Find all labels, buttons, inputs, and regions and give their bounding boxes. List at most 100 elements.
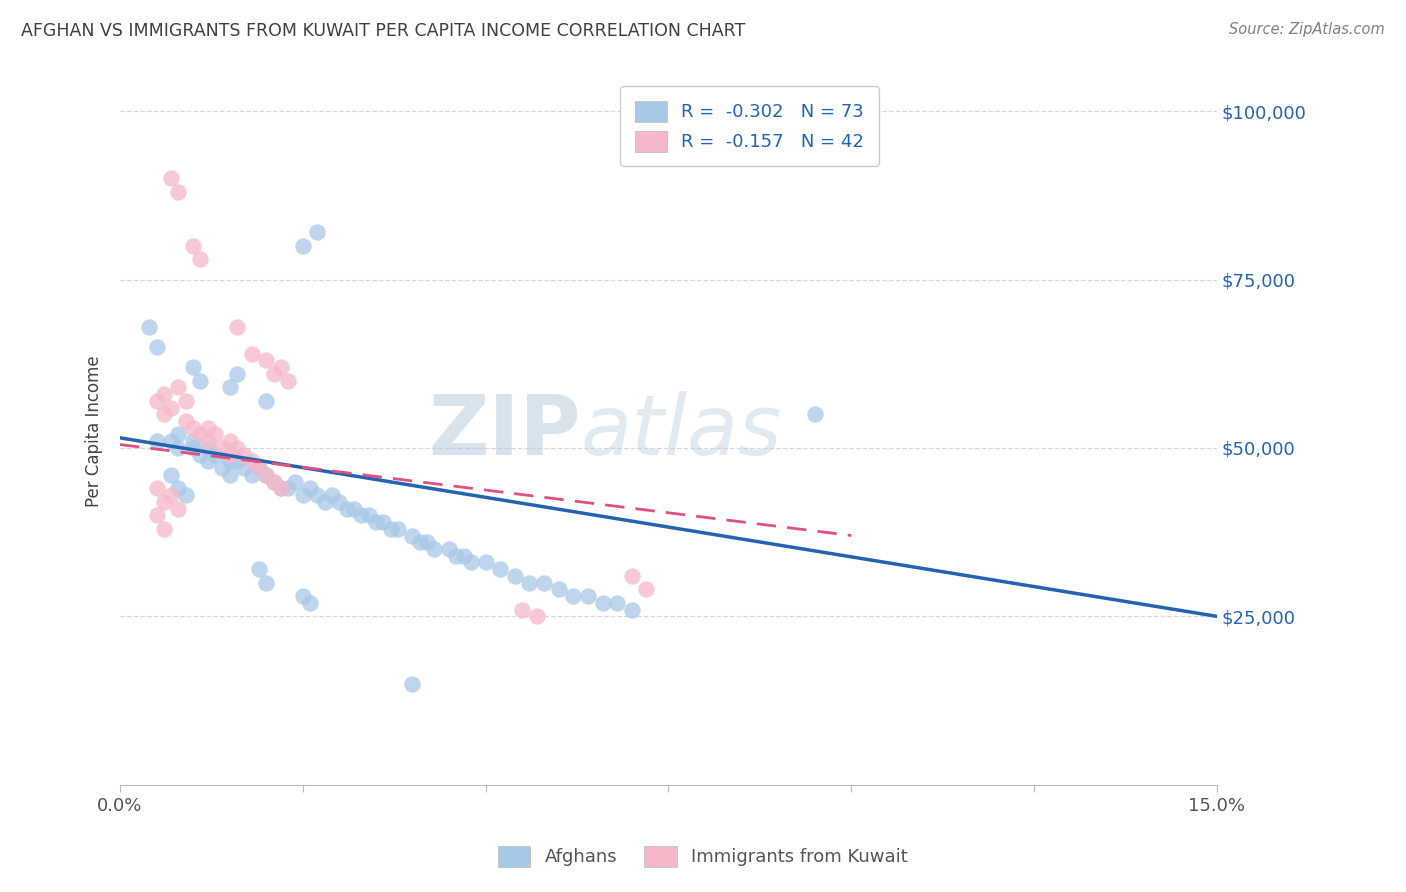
- Point: [364, 515, 387, 529]
- Point: [145, 508, 167, 523]
- Point: [373, 515, 395, 529]
- Point: [328, 495, 350, 509]
- Point: [401, 676, 423, 690]
- Point: [181, 434, 204, 449]
- Point: [211, 441, 233, 455]
- Point: [254, 393, 277, 408]
- Point: [174, 414, 197, 428]
- Point: [233, 448, 256, 462]
- Point: [181, 421, 204, 435]
- Point: [254, 575, 277, 590]
- Point: [321, 488, 343, 502]
- Point: [314, 495, 336, 509]
- Point: [437, 541, 460, 556]
- Point: [254, 467, 277, 482]
- Point: [343, 501, 366, 516]
- Point: [218, 380, 240, 394]
- Point: [460, 556, 482, 570]
- Point: [453, 549, 475, 563]
- Point: [284, 475, 307, 489]
- Legend: Afghans, Immigrants from Kuwait: Afghans, Immigrants from Kuwait: [489, 837, 917, 876]
- Point: [526, 609, 548, 624]
- Point: [181, 360, 204, 375]
- Point: [190, 374, 212, 388]
- Point: [409, 535, 432, 549]
- Point: [226, 454, 249, 468]
- Point: [167, 427, 190, 442]
- Point: [167, 380, 190, 394]
- Point: [226, 319, 249, 334]
- Point: [401, 528, 423, 542]
- Point: [299, 596, 322, 610]
- Point: [510, 602, 533, 616]
- Point: [489, 562, 512, 576]
- Point: [291, 488, 314, 502]
- Point: [254, 467, 277, 482]
- Point: [233, 461, 256, 475]
- Point: [416, 535, 439, 549]
- Point: [270, 481, 292, 495]
- Point: [153, 407, 176, 421]
- Point: [270, 360, 292, 375]
- Point: [277, 481, 299, 495]
- Point: [533, 575, 555, 590]
- Point: [226, 441, 249, 455]
- Text: AFGHAN VS IMMIGRANTS FROM KUWAIT PER CAPITA INCOME CORRELATION CHART: AFGHAN VS IMMIGRANTS FROM KUWAIT PER CAP…: [21, 22, 745, 40]
- Point: [190, 427, 212, 442]
- Point: [519, 575, 541, 590]
- Point: [263, 475, 285, 489]
- Point: [263, 475, 285, 489]
- Point: [350, 508, 373, 523]
- Point: [636, 582, 658, 597]
- Point: [138, 319, 160, 334]
- Point: [160, 434, 183, 449]
- Point: [153, 522, 176, 536]
- Point: [226, 367, 249, 381]
- Point: [153, 387, 176, 401]
- Point: [606, 596, 628, 610]
- Point: [446, 549, 468, 563]
- Point: [270, 481, 292, 495]
- Point: [145, 340, 167, 354]
- Text: Source: ZipAtlas.com: Source: ZipAtlas.com: [1229, 22, 1385, 37]
- Point: [503, 569, 526, 583]
- Point: [291, 589, 314, 603]
- Point: [240, 454, 263, 468]
- Point: [357, 508, 380, 523]
- Point: [160, 401, 183, 415]
- Point: [145, 393, 167, 408]
- Point: [474, 556, 496, 570]
- Point: [247, 461, 270, 475]
- Point: [620, 569, 643, 583]
- Point: [174, 488, 197, 502]
- Point: [387, 522, 409, 536]
- Point: [160, 171, 183, 186]
- Point: [218, 434, 240, 449]
- Point: [167, 481, 190, 495]
- Point: [592, 596, 614, 610]
- Point: [167, 441, 190, 455]
- Point: [218, 454, 240, 468]
- Point: [620, 602, 643, 616]
- Point: [204, 448, 226, 462]
- Point: [197, 434, 219, 449]
- Point: [247, 562, 270, 576]
- Point: [167, 501, 190, 516]
- Point: [291, 239, 314, 253]
- Point: [576, 589, 599, 603]
- Point: [380, 522, 402, 536]
- Point: [240, 346, 263, 360]
- Point: [174, 393, 197, 408]
- Y-axis label: Per Capita Income: Per Capita Income: [86, 355, 103, 507]
- Point: [160, 467, 183, 482]
- Point: [181, 239, 204, 253]
- Point: [197, 454, 219, 468]
- Point: [197, 421, 219, 435]
- Point: [263, 367, 285, 381]
- Point: [160, 488, 183, 502]
- Point: [190, 448, 212, 462]
- Point: [145, 434, 167, 449]
- Point: [803, 407, 825, 421]
- Point: [254, 353, 277, 368]
- Point: [167, 185, 190, 199]
